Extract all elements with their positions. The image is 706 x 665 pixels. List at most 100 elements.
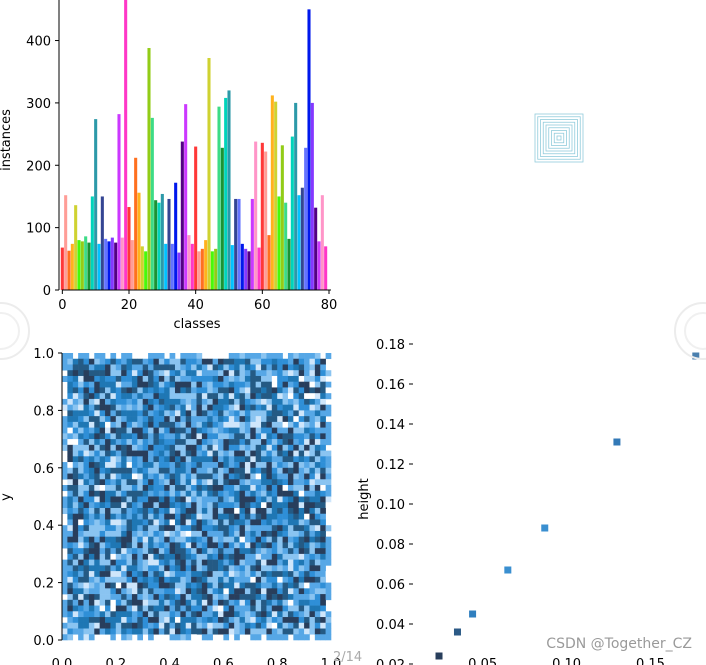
labels-thumbnail-panel [534, 113, 584, 163]
heatmap-cell [94, 416, 100, 423]
heatmap-cell [250, 485, 256, 492]
heatmap-cell [164, 404, 170, 411]
heatmap-cell [255, 427, 262, 434]
heatmap-cell [83, 353, 90, 360]
heatmap-cell [234, 525, 240, 532]
heatmap-cell [325, 456, 332, 463]
heatmap-cell [99, 358, 106, 365]
heatmap-cell [158, 439, 165, 446]
heatmap-cell [169, 502, 176, 509]
heatmap-cell [255, 404, 262, 411]
heatmap-cell [320, 450, 326, 457]
heatmap-cell [239, 519, 246, 526]
heatmap-cell [131, 439, 138, 446]
heatmap-cell [169, 393, 176, 400]
heatmap-cell [207, 439, 213, 446]
heatmap-cell [62, 634, 68, 641]
heatmap-cell [164, 548, 170, 555]
heatmap-cell [126, 490, 133, 497]
heatmap-cell [255, 571, 262, 578]
heatmap-cell [223, 421, 230, 428]
heatmap-cell [261, 427, 267, 434]
heatmap-cell [88, 456, 95, 463]
heatmap-cell [131, 611, 138, 618]
heatmap-cell [164, 571, 170, 578]
heatmap-cell [228, 507, 235, 515]
heatmap-cell [309, 358, 316, 365]
heatmap-cell [148, 617, 154, 624]
heatmap-cell [67, 605, 74, 612]
heatmap-cell [153, 387, 160, 394]
heatmap-cell [228, 588, 235, 595]
heatmap-cell [320, 370, 326, 377]
heatmap-cell [164, 496, 170, 503]
heatmap-cell [115, 439, 122, 446]
heatmap-cell [158, 582, 165, 589]
heatmap-cell [234, 404, 240, 411]
heatmap-cell [250, 370, 256, 377]
heatmap-cell [298, 381, 305, 388]
heatmap-cell [266, 571, 273, 578]
heatmap-cell [293, 599, 300, 606]
heatmap-cell [239, 439, 246, 446]
heatmap-cell [207, 462, 213, 469]
x-tick-label: 0 [58, 298, 66, 313]
heatmap-cell [207, 370, 213, 377]
heatmap-cell [185, 634, 192, 641]
heatmap-cell [115, 370, 122, 377]
heatmap-cell [121, 473, 127, 480]
heatmap-cell [180, 542, 187, 549]
heatmap-cell [293, 450, 300, 457]
bar-class-36 [180, 141, 184, 290]
heatmap-cell [148, 559, 154, 566]
heatmap-cell [142, 410, 149, 417]
heatmap-cell [218, 410, 224, 417]
heatmap-cell [218, 571, 224, 578]
heatmap-cell [126, 634, 133, 641]
heatmap-cell [320, 381, 326, 388]
heatmap-cell [126, 485, 133, 492]
heatmap-cell [185, 502, 192, 509]
heatmap-cell [196, 559, 203, 566]
heatmap-cell [228, 439, 235, 446]
heatmap-cell [126, 444, 133, 451]
heatmap-cell [320, 542, 326, 549]
heatmap-cell [115, 513, 122, 520]
heatmap-cell [320, 387, 326, 394]
heatmap-cell [78, 496, 84, 503]
heatmap-cell [180, 439, 187, 446]
heatmap-cell [207, 358, 213, 365]
heatmap-cell [131, 502, 138, 509]
watermark-text: CSDN @Together_CZ [546, 636, 692, 652]
heatmap-cell [142, 456, 149, 463]
heatmap-cell [201, 444, 208, 451]
heatmap-cell [78, 605, 84, 612]
heatmap-cell [131, 444, 138, 451]
heatmap-cell [277, 536, 283, 543]
heatmap-cell [185, 542, 192, 549]
heatmap-cell [185, 450, 192, 457]
heatmap-cell [218, 530, 224, 537]
heatmap-cell [142, 519, 149, 526]
heatmap-cell [105, 605, 111, 612]
heatmap-cell [185, 393, 192, 400]
heatmap-cell [121, 611, 127, 618]
heatmap-cell [250, 565, 256, 572]
heatmap-cell [196, 530, 203, 537]
heatmap-cell [115, 634, 122, 641]
heatmap-cell [158, 421, 165, 428]
heatmap-cell [239, 473, 246, 480]
heatmap-cell [121, 456, 127, 463]
bar-class-68 [287, 238, 291, 290]
heatmap-cell [169, 375, 176, 382]
bar-class-75 [310, 102, 314, 290]
heatmap-cell [180, 507, 187, 515]
heatmap-cell [261, 444, 267, 451]
heatmap-cell [309, 444, 316, 451]
heatmap-cell [158, 594, 165, 601]
heatmap-cell [234, 393, 240, 400]
heatmap-cell [142, 599, 149, 606]
heatmap-cell [174, 594, 181, 601]
bar-class-25 [144, 251, 148, 290]
heatmap-cell [62, 622, 68, 629]
